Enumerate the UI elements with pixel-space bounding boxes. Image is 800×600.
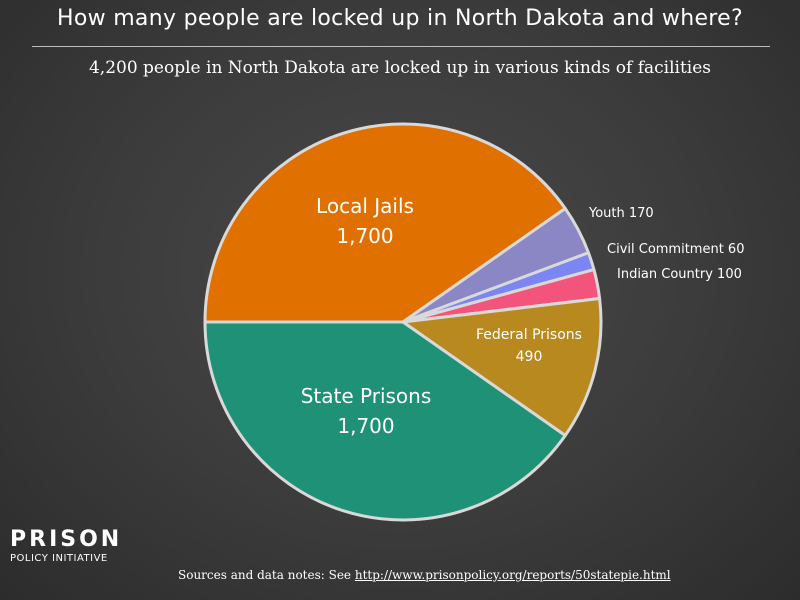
logo-line1: PRISON (10, 527, 123, 552)
slice-value-federal-prisons: 490 (516, 349, 543, 365)
prison-policy-logo: PRISON POLICY INITIATIVE (10, 528, 122, 566)
slice-label-state-prisons: State Prisons (301, 384, 432, 408)
slice-label-federal-prisons: Federal Prisons (476, 327, 582, 343)
sources-prefix: Sources and data notes: See (178, 568, 355, 582)
chart-title: How many people are locked up in North D… (57, 6, 743, 31)
slice-value-state-prisons: 1,700 (337, 414, 394, 438)
slice-label-civil-commitment: Civil Commitment 60 (607, 242, 744, 257)
sources-note: Sources and data notes: See http://www.p… (178, 568, 671, 582)
pie-slice-state-prisons (203, 320, 567, 522)
title-divider (32, 46, 770, 47)
pie-slice-local-jails (203, 122, 567, 324)
slice-label-local-jails: Local Jails (316, 194, 414, 218)
slice-label-indian-country: Indian Country 100 (617, 267, 742, 282)
slice-value-local-jails: 1,700 (336, 224, 393, 248)
sources-link[interactable]: http://www.prisonpolicy.org/reports/50st… (354, 568, 671, 582)
slice-label-youth: Youth 170 (588, 206, 654, 221)
chart-subtitle: 4,200 people in North Dakota are locked … (88, 58, 712, 78)
pie-slice-federal-prisons (401, 296, 603, 438)
logo-line2: POLICY INITIATIVE (10, 553, 108, 564)
